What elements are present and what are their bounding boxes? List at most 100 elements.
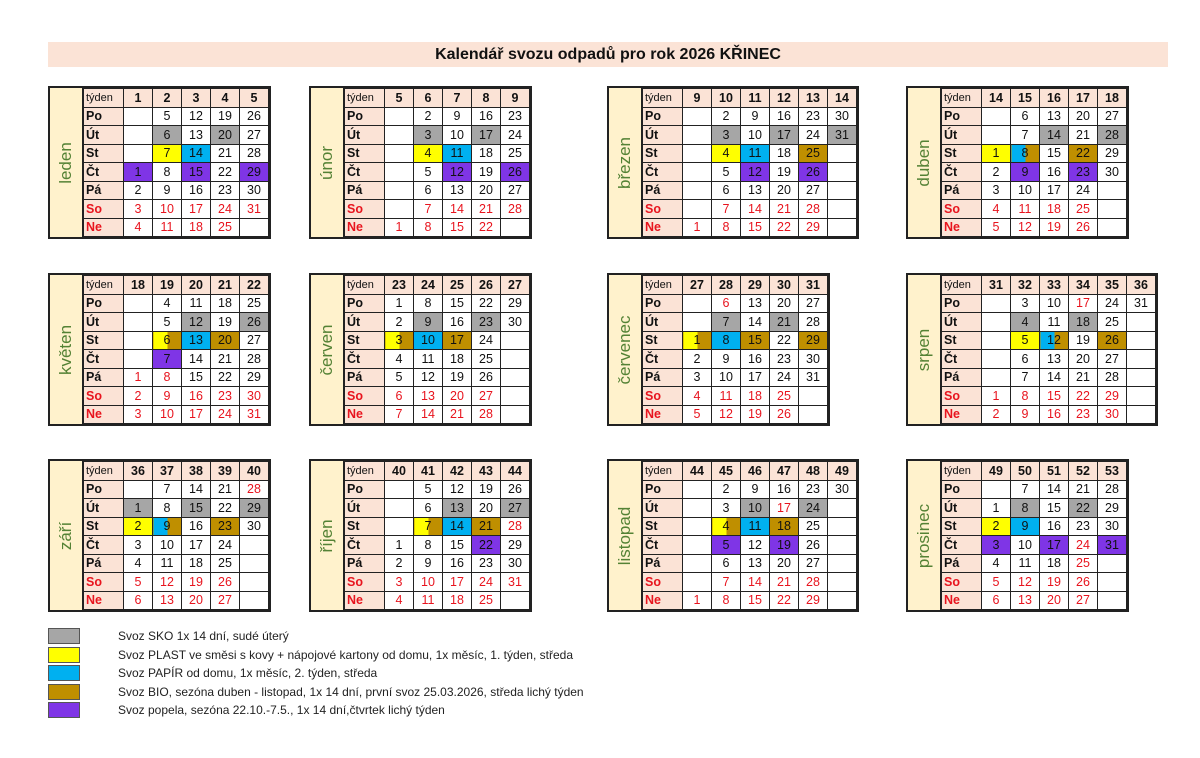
day-cell: 6 xyxy=(711,180,741,200)
week-label: týden xyxy=(642,275,683,295)
day-cell: 18 xyxy=(471,143,501,163)
day-cell: 9 xyxy=(1010,162,1040,182)
day-number: 28 xyxy=(247,351,261,366)
day-cell xyxy=(981,293,1011,313)
day-cell xyxy=(682,293,712,313)
day-cell: 27 xyxy=(210,590,240,610)
day-label: Út xyxy=(642,498,683,518)
day-cell: 19 xyxy=(442,367,472,387)
day-number: 5 xyxy=(163,109,171,124)
day-number: 12 xyxy=(421,370,435,385)
day-cell: 25 xyxy=(1068,553,1098,573)
day-number: 28 xyxy=(806,314,820,329)
week-number: 27 xyxy=(682,275,712,295)
day-cell: 27 xyxy=(798,293,828,313)
day-cell: 10 xyxy=(442,125,472,145)
day-number: 24 xyxy=(806,500,820,515)
day-cell: 23 xyxy=(210,386,240,406)
day-number: 11 xyxy=(748,519,762,534)
day-cell: 5 xyxy=(682,404,712,424)
day-number: 11 xyxy=(719,388,733,403)
day-row: St 4 11 18 25 xyxy=(344,143,530,163)
day-number: 6 xyxy=(163,127,171,142)
day-number: 10 xyxy=(748,127,762,142)
day-number: 16 xyxy=(450,556,464,571)
day-cell: 2 xyxy=(413,106,443,126)
day-label: Ne xyxy=(83,404,124,424)
day-number: 29 xyxy=(1105,500,1119,515)
day-row: Pá 2 9 16 23 30 xyxy=(83,180,269,200)
week-number: 12 xyxy=(769,88,799,108)
day-cell: 3 xyxy=(711,498,741,518)
day-number: 5 xyxy=(722,164,730,179)
day-cell: 18 xyxy=(442,590,472,610)
day-cell: 20 xyxy=(1068,349,1098,369)
day-cell: 15 xyxy=(442,535,472,555)
day-number: 19 xyxy=(777,164,791,179)
day-cell: 24 xyxy=(471,330,501,350)
day-number: 19 xyxy=(189,574,203,589)
day-number: 7 xyxy=(722,201,730,216)
day-number: 20 xyxy=(1076,109,1090,124)
day-number: 4 xyxy=(722,519,730,534)
day-number: 8 xyxy=(722,333,730,348)
day-label: Út xyxy=(941,125,982,145)
week-number: 5 xyxy=(239,88,269,108)
day-number: 6 xyxy=(424,183,432,198)
day-cell: 12 xyxy=(1010,217,1040,237)
day-number: 25 xyxy=(1105,314,1119,329)
month-label: srpen xyxy=(908,275,941,424)
day-label: So xyxy=(642,199,683,219)
day-cell: 5 xyxy=(711,535,741,555)
day-cell: 8 xyxy=(711,330,741,350)
day-label: So xyxy=(344,572,385,592)
day-cell: 25 xyxy=(769,386,799,406)
day-number: 11 xyxy=(189,296,203,311)
day-number: 6 xyxy=(992,593,1000,608)
day-cell: 4 xyxy=(981,199,1011,219)
day-cell: 26 xyxy=(1068,217,1098,237)
week-label: týden xyxy=(642,88,683,108)
day-cell: 11 xyxy=(152,217,182,237)
day-cell: 28 xyxy=(798,312,828,332)
day-number: 20 xyxy=(777,556,791,571)
day-cell: 20 xyxy=(1068,106,1098,126)
day-number: 16 xyxy=(1047,519,1061,534)
day-number: 23 xyxy=(479,314,493,329)
day-label: Út xyxy=(642,125,683,145)
day-number: 30 xyxy=(247,183,261,198)
month-name: únor xyxy=(317,145,336,180)
day-number: 29 xyxy=(806,333,820,348)
day-cell: 31 xyxy=(500,572,530,592)
day-number: 4 xyxy=(163,296,171,311)
week-number: 45 xyxy=(711,461,741,481)
day-number: 3 xyxy=(395,333,403,348)
day-cell xyxy=(384,125,414,145)
month-block-11: prosinec týden 49 50 51 52 53 Po 7 14 21 28 Út 1 8 15 22… xyxy=(906,459,1129,612)
day-cell: 21 xyxy=(210,479,240,499)
day-number: 14 xyxy=(1047,127,1061,142)
day-row: Po 2 9 16 23 30 xyxy=(642,479,857,499)
day-number: 24 xyxy=(508,127,522,142)
day-cell: 24 xyxy=(798,125,828,145)
day-number: 5 xyxy=(1021,333,1029,348)
day-row: St 1 8 15 22 29 xyxy=(642,330,828,350)
day-label: Ne xyxy=(941,590,982,610)
day-label: Út xyxy=(83,125,124,145)
day-number: 29 xyxy=(247,500,261,515)
day-cell: 28 xyxy=(1097,367,1127,387)
day-cell: 31 xyxy=(239,404,269,424)
day-row: So 5 12 19 26 xyxy=(83,572,269,592)
week-label: týden xyxy=(941,275,982,295)
day-cell: 27 xyxy=(500,180,530,200)
day-row: Čt 6 13 20 27 xyxy=(941,349,1156,369)
day-label: Pá xyxy=(83,367,124,387)
day-number: 19 xyxy=(218,109,232,124)
week-label: týden xyxy=(83,461,124,481)
month-block-6: červenec týden 27 28 29 30 31 Po 6 13 20 27 Út 7 14 21 2… xyxy=(607,273,830,426)
day-cell: 24 xyxy=(210,199,240,219)
day-number: 28 xyxy=(1105,127,1119,142)
day-cell: 13 xyxy=(1039,349,1069,369)
day-cell: 7 xyxy=(711,199,741,219)
week-header-row: týden 36 37 38 39 40 xyxy=(83,461,269,481)
